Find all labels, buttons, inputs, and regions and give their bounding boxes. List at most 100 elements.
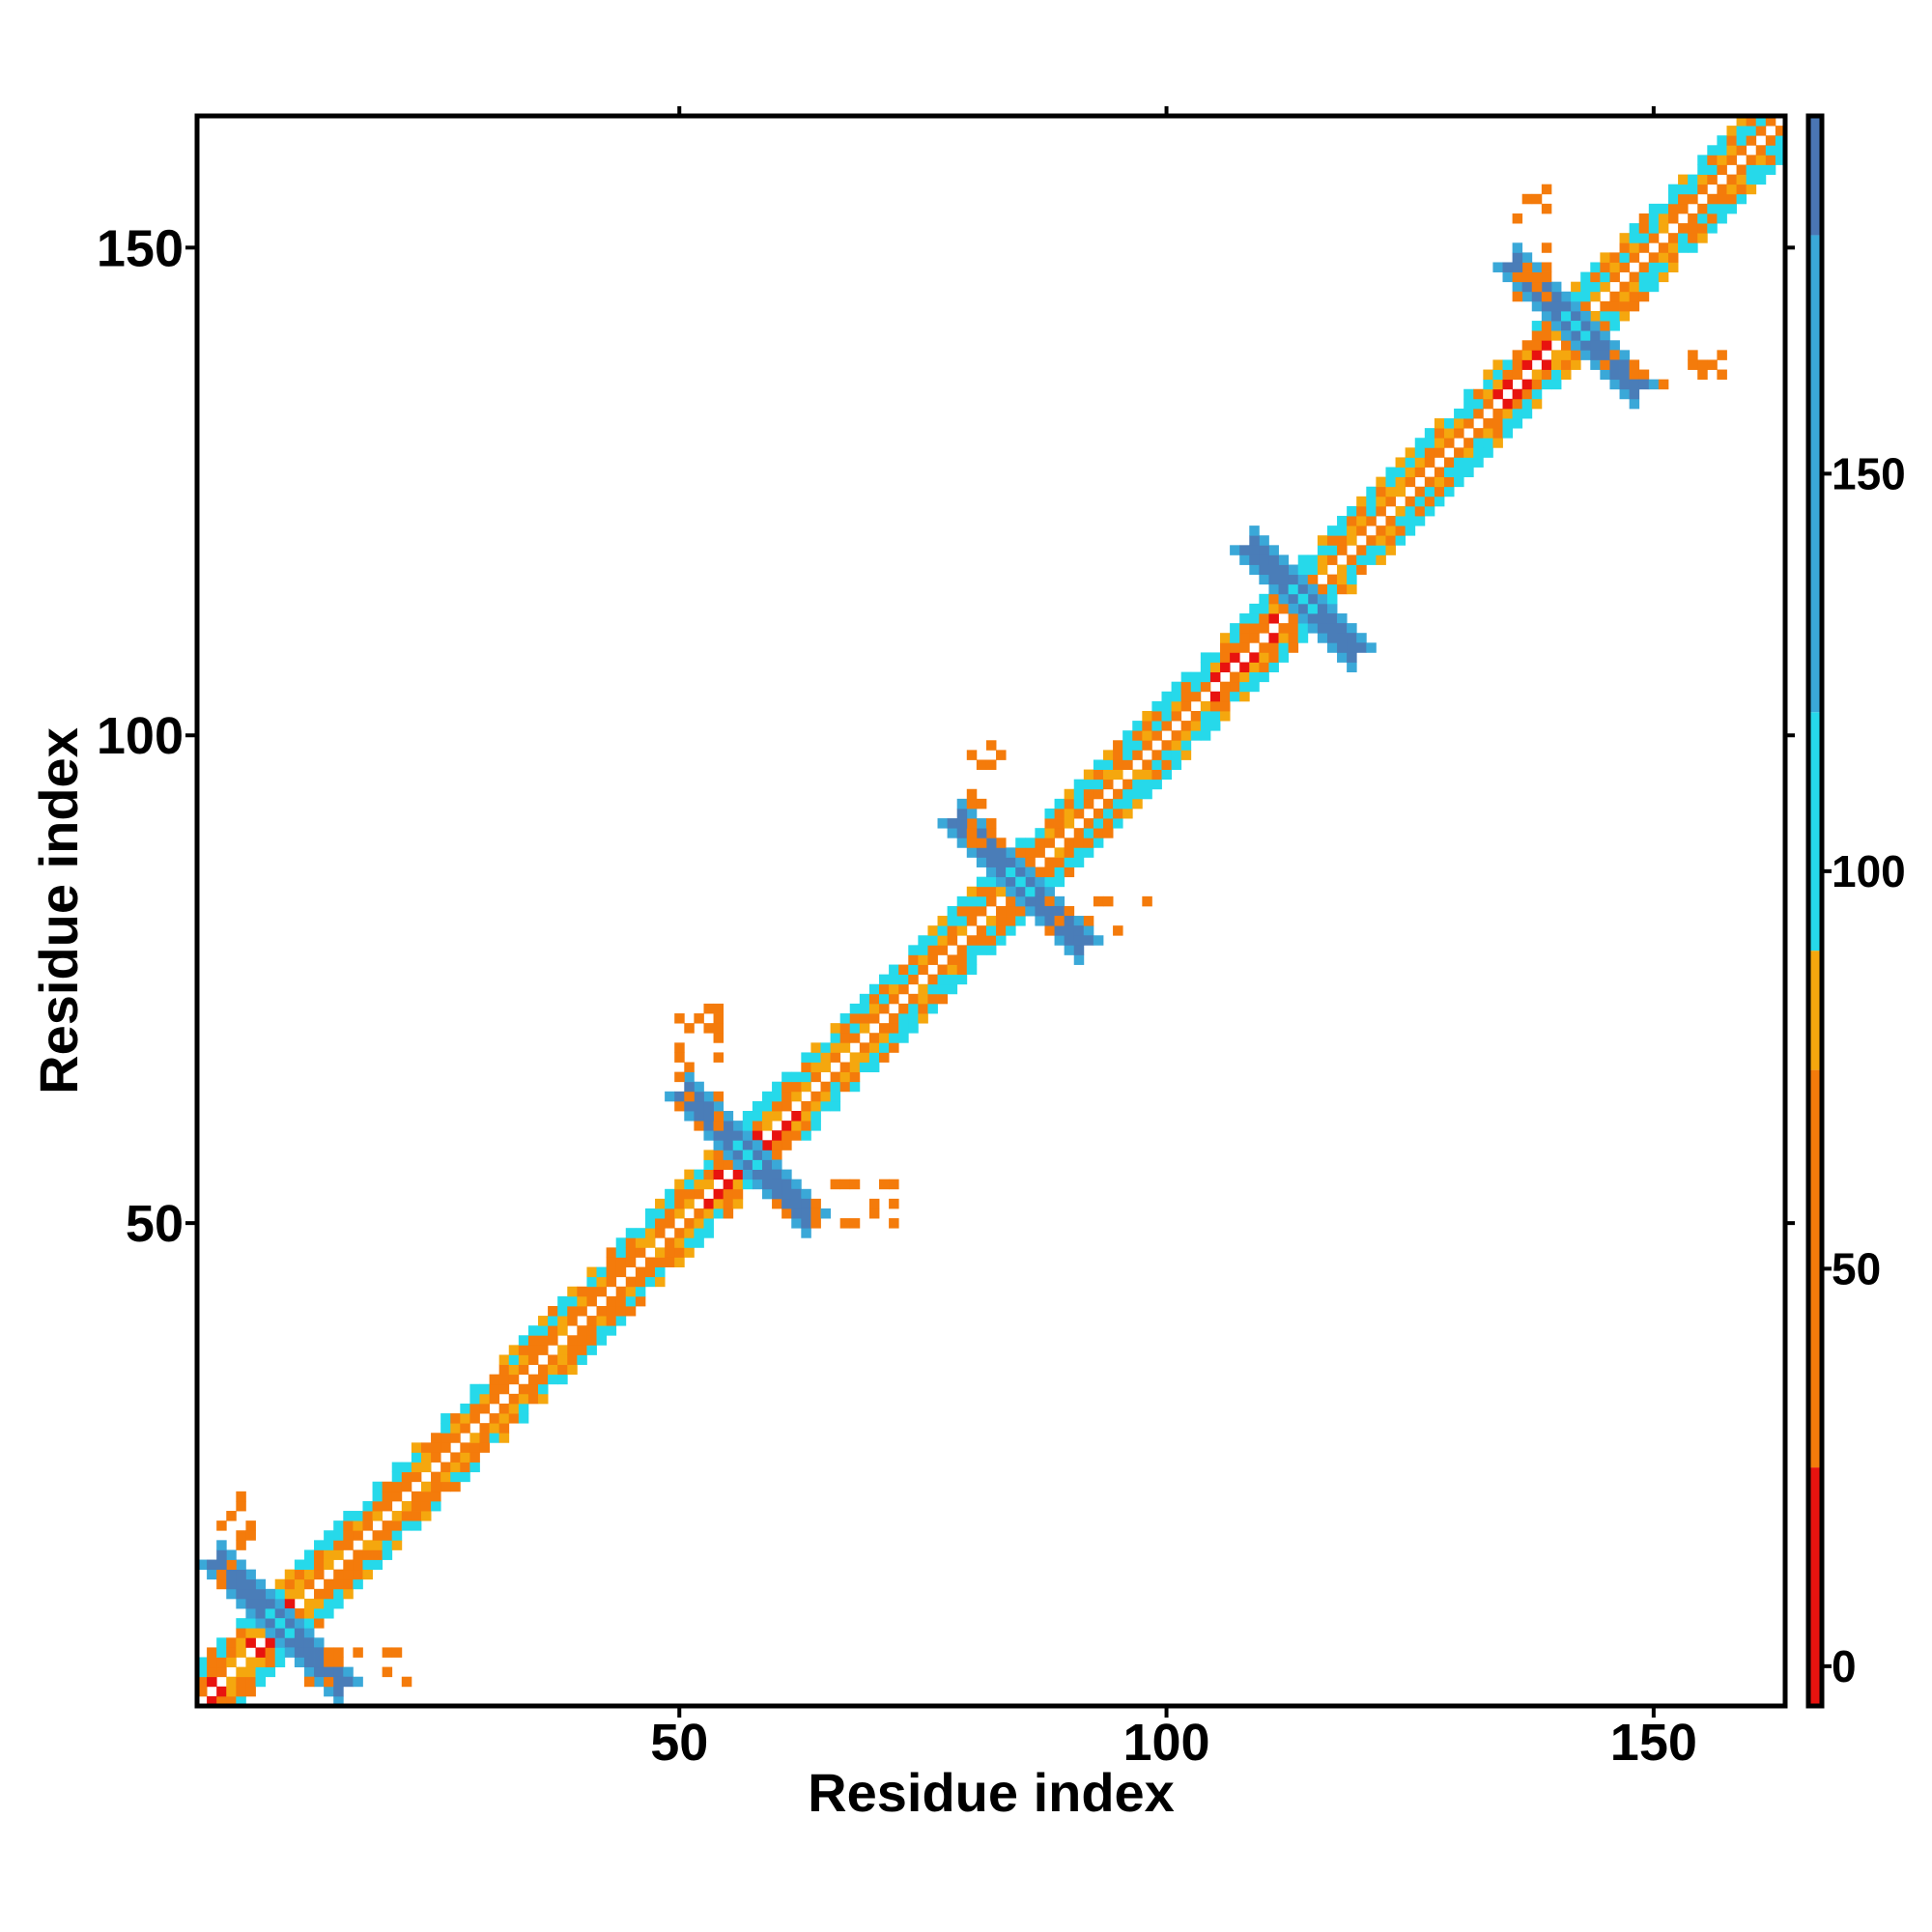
heatmap-cell <box>382 1500 393 1512</box>
heatmap-cell <box>908 974 919 985</box>
heatmap-cell <box>372 1540 384 1550</box>
heatmap-cell <box>1171 750 1182 760</box>
heatmap-cell <box>820 1091 831 1102</box>
heatmap-cell <box>1278 574 1290 585</box>
heatmap-cell <box>314 1637 325 1648</box>
heatmap-cell <box>1395 486 1406 497</box>
heatmap-cell <box>333 1695 344 1707</box>
heatmap-cell <box>1239 633 1250 643</box>
heatmap-cell <box>1483 398 1493 410</box>
heatmap-cell <box>674 1052 685 1063</box>
heatmap-cell <box>713 1052 724 1063</box>
heatmap-cell <box>508 1374 520 1385</box>
heatmap-cell <box>791 1071 802 1083</box>
heatmap-cell <box>1667 193 1679 205</box>
heatmap-cell <box>333 1588 344 1600</box>
heatmap-cell <box>420 1511 432 1521</box>
heatmap-cell <box>1667 233 1679 243</box>
heatmap-cell <box>703 1228 714 1238</box>
heatmap-cell <box>1600 281 1610 293</box>
heatmap-cell <box>849 1052 861 1063</box>
heatmap-cell <box>557 1305 568 1317</box>
heatmap-cell <box>440 1471 451 1483</box>
heatmap-cell <box>343 1676 354 1688</box>
heatmap-cell <box>810 1208 821 1219</box>
heatmap-cell <box>1434 447 1445 458</box>
heatmap-cell <box>1521 271 1533 283</box>
heatmap-cell <box>1044 876 1055 888</box>
heatmap-cell <box>245 1588 256 1600</box>
heatmap-cell <box>791 1218 802 1229</box>
heatmap-cell <box>635 1237 646 1248</box>
heatmap-cell <box>1239 662 1250 672</box>
heatmap-cell <box>1667 213 1679 224</box>
heatmap-cell <box>255 1598 267 1609</box>
heatmap-cell <box>538 1364 549 1376</box>
heatmap-cell <box>1590 321 1601 331</box>
heatmap-cell <box>1230 671 1240 683</box>
heatmap-cell <box>333 1569 344 1580</box>
heatmap-cell <box>927 925 938 936</box>
heatmap-cell <box>1259 554 1269 565</box>
heatmap-cell <box>197 1676 208 1688</box>
heatmap-cell <box>1463 447 1474 458</box>
heatmap-cell <box>703 1218 714 1229</box>
heatmap-cell <box>1297 623 1309 634</box>
heatmap-cell <box>460 1462 470 1473</box>
heatmap-cell <box>538 1345 549 1355</box>
heatmap-cell <box>1755 116 1767 127</box>
heatmap-cell <box>644 1228 656 1238</box>
heatmap-cell <box>1678 203 1689 214</box>
heatmap-cell <box>976 759 987 770</box>
heatmap-cell <box>1609 262 1620 272</box>
heatmap-cell <box>362 1511 373 1521</box>
heatmap-cell <box>976 828 987 838</box>
heatmap-cell <box>1414 496 1426 507</box>
heatmap-cell <box>362 1520 373 1531</box>
heatmap-cell <box>1278 603 1290 614</box>
heatmap-cell <box>1006 857 1016 867</box>
heatmap-cell <box>879 974 890 985</box>
heatmap-cell <box>314 1549 325 1560</box>
heatmap-cell <box>1317 545 1328 555</box>
heatmap-cell <box>1580 271 1591 283</box>
colorbar-band <box>1808 1467 1822 1706</box>
heatmap-cell <box>294 1578 305 1590</box>
heatmap-cell <box>1688 184 1698 195</box>
heatmap-cell <box>1356 554 1367 565</box>
heatmap-cell <box>1454 467 1464 478</box>
heatmap-cell <box>742 1179 753 1190</box>
heatmap-cell <box>236 1628 246 1638</box>
heatmap-cell <box>498 1433 510 1443</box>
heatmap-cell <box>1531 291 1543 302</box>
heatmap-cell <box>333 1666 344 1678</box>
heatmap-cell <box>284 1569 296 1580</box>
heatmap-cell <box>1395 535 1406 546</box>
heatmap-cell <box>343 1578 354 1590</box>
heatmap-cell <box>810 1111 821 1122</box>
heatmap-cell <box>1025 876 1036 888</box>
heatmap-cell <box>1658 252 1669 263</box>
heatmap-cell <box>976 895 987 907</box>
heatmap-cell <box>274 1628 286 1638</box>
heatmap-cell <box>1083 818 1094 829</box>
heatmap-cell <box>401 1676 412 1688</box>
heatmap-cell <box>216 1559 227 1571</box>
heatmap-cell <box>1629 300 1640 312</box>
heatmap-cell <box>1638 242 1650 253</box>
heatmap-cell <box>1337 633 1348 643</box>
heatmap-cell <box>265 1588 276 1600</box>
heatmap-cell <box>1151 779 1162 790</box>
heatmap-cell <box>1161 740 1172 751</box>
heatmap-cell <box>1006 925 1016 936</box>
heatmap-cell <box>1259 535 1269 546</box>
heatmap-cell <box>1054 935 1065 946</box>
heatmap-cell <box>761 1111 773 1122</box>
heatmap-cell <box>1006 895 1016 907</box>
heatmap-cell <box>314 1657 325 1668</box>
heatmap-cell <box>966 750 978 760</box>
heatmap-cell <box>1746 164 1757 175</box>
heatmap-cell <box>1512 388 1523 400</box>
heatmap-cell <box>830 1052 841 1063</box>
heatmap-cell <box>1132 750 1143 760</box>
